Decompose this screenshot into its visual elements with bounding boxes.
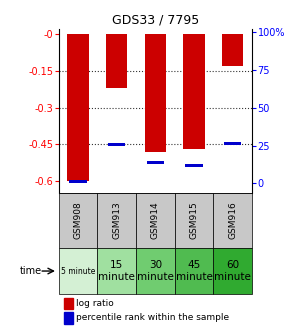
Bar [222, 34, 243, 66]
Bar [59, 193, 97, 248]
Text: GSM908: GSM908 [74, 202, 82, 239]
Bar [106, 34, 127, 88]
Bar [97, 248, 136, 294]
Bar [59, 248, 97, 294]
Bar [185, 164, 203, 167]
Bar [136, 248, 175, 294]
Bar [183, 34, 205, 149]
Bar [64, 312, 73, 324]
Text: time: time [20, 266, 42, 276]
Text: percentile rank within the sample: percentile rank within the sample [76, 313, 229, 322]
Bar [175, 248, 213, 294]
Bar [67, 34, 88, 181]
Bar [69, 180, 87, 183]
Bar [136, 193, 175, 248]
Text: GSM913: GSM913 [112, 202, 121, 239]
Bar [213, 193, 252, 248]
Text: 5 minute: 5 minute [61, 267, 95, 276]
Bar [213, 248, 252, 294]
Text: GSM914: GSM914 [151, 202, 160, 239]
Bar [145, 34, 166, 152]
Bar [97, 193, 136, 248]
Bar [146, 161, 164, 164]
Text: 30
minute: 30 minute [137, 260, 174, 282]
Text: 45
minute: 45 minute [176, 260, 212, 282]
Text: GSM915: GSM915 [190, 202, 198, 239]
Text: 15
minute: 15 minute [98, 260, 135, 282]
Bar [224, 142, 241, 145]
Text: log ratio: log ratio [76, 299, 114, 308]
Text: GSM916: GSM916 [228, 202, 237, 239]
Bar [108, 143, 125, 146]
Bar [175, 193, 213, 248]
Bar [64, 298, 73, 309]
Text: 60
minute: 60 minute [214, 260, 251, 282]
Title: GDS33 / 7795: GDS33 / 7795 [112, 14, 199, 27]
